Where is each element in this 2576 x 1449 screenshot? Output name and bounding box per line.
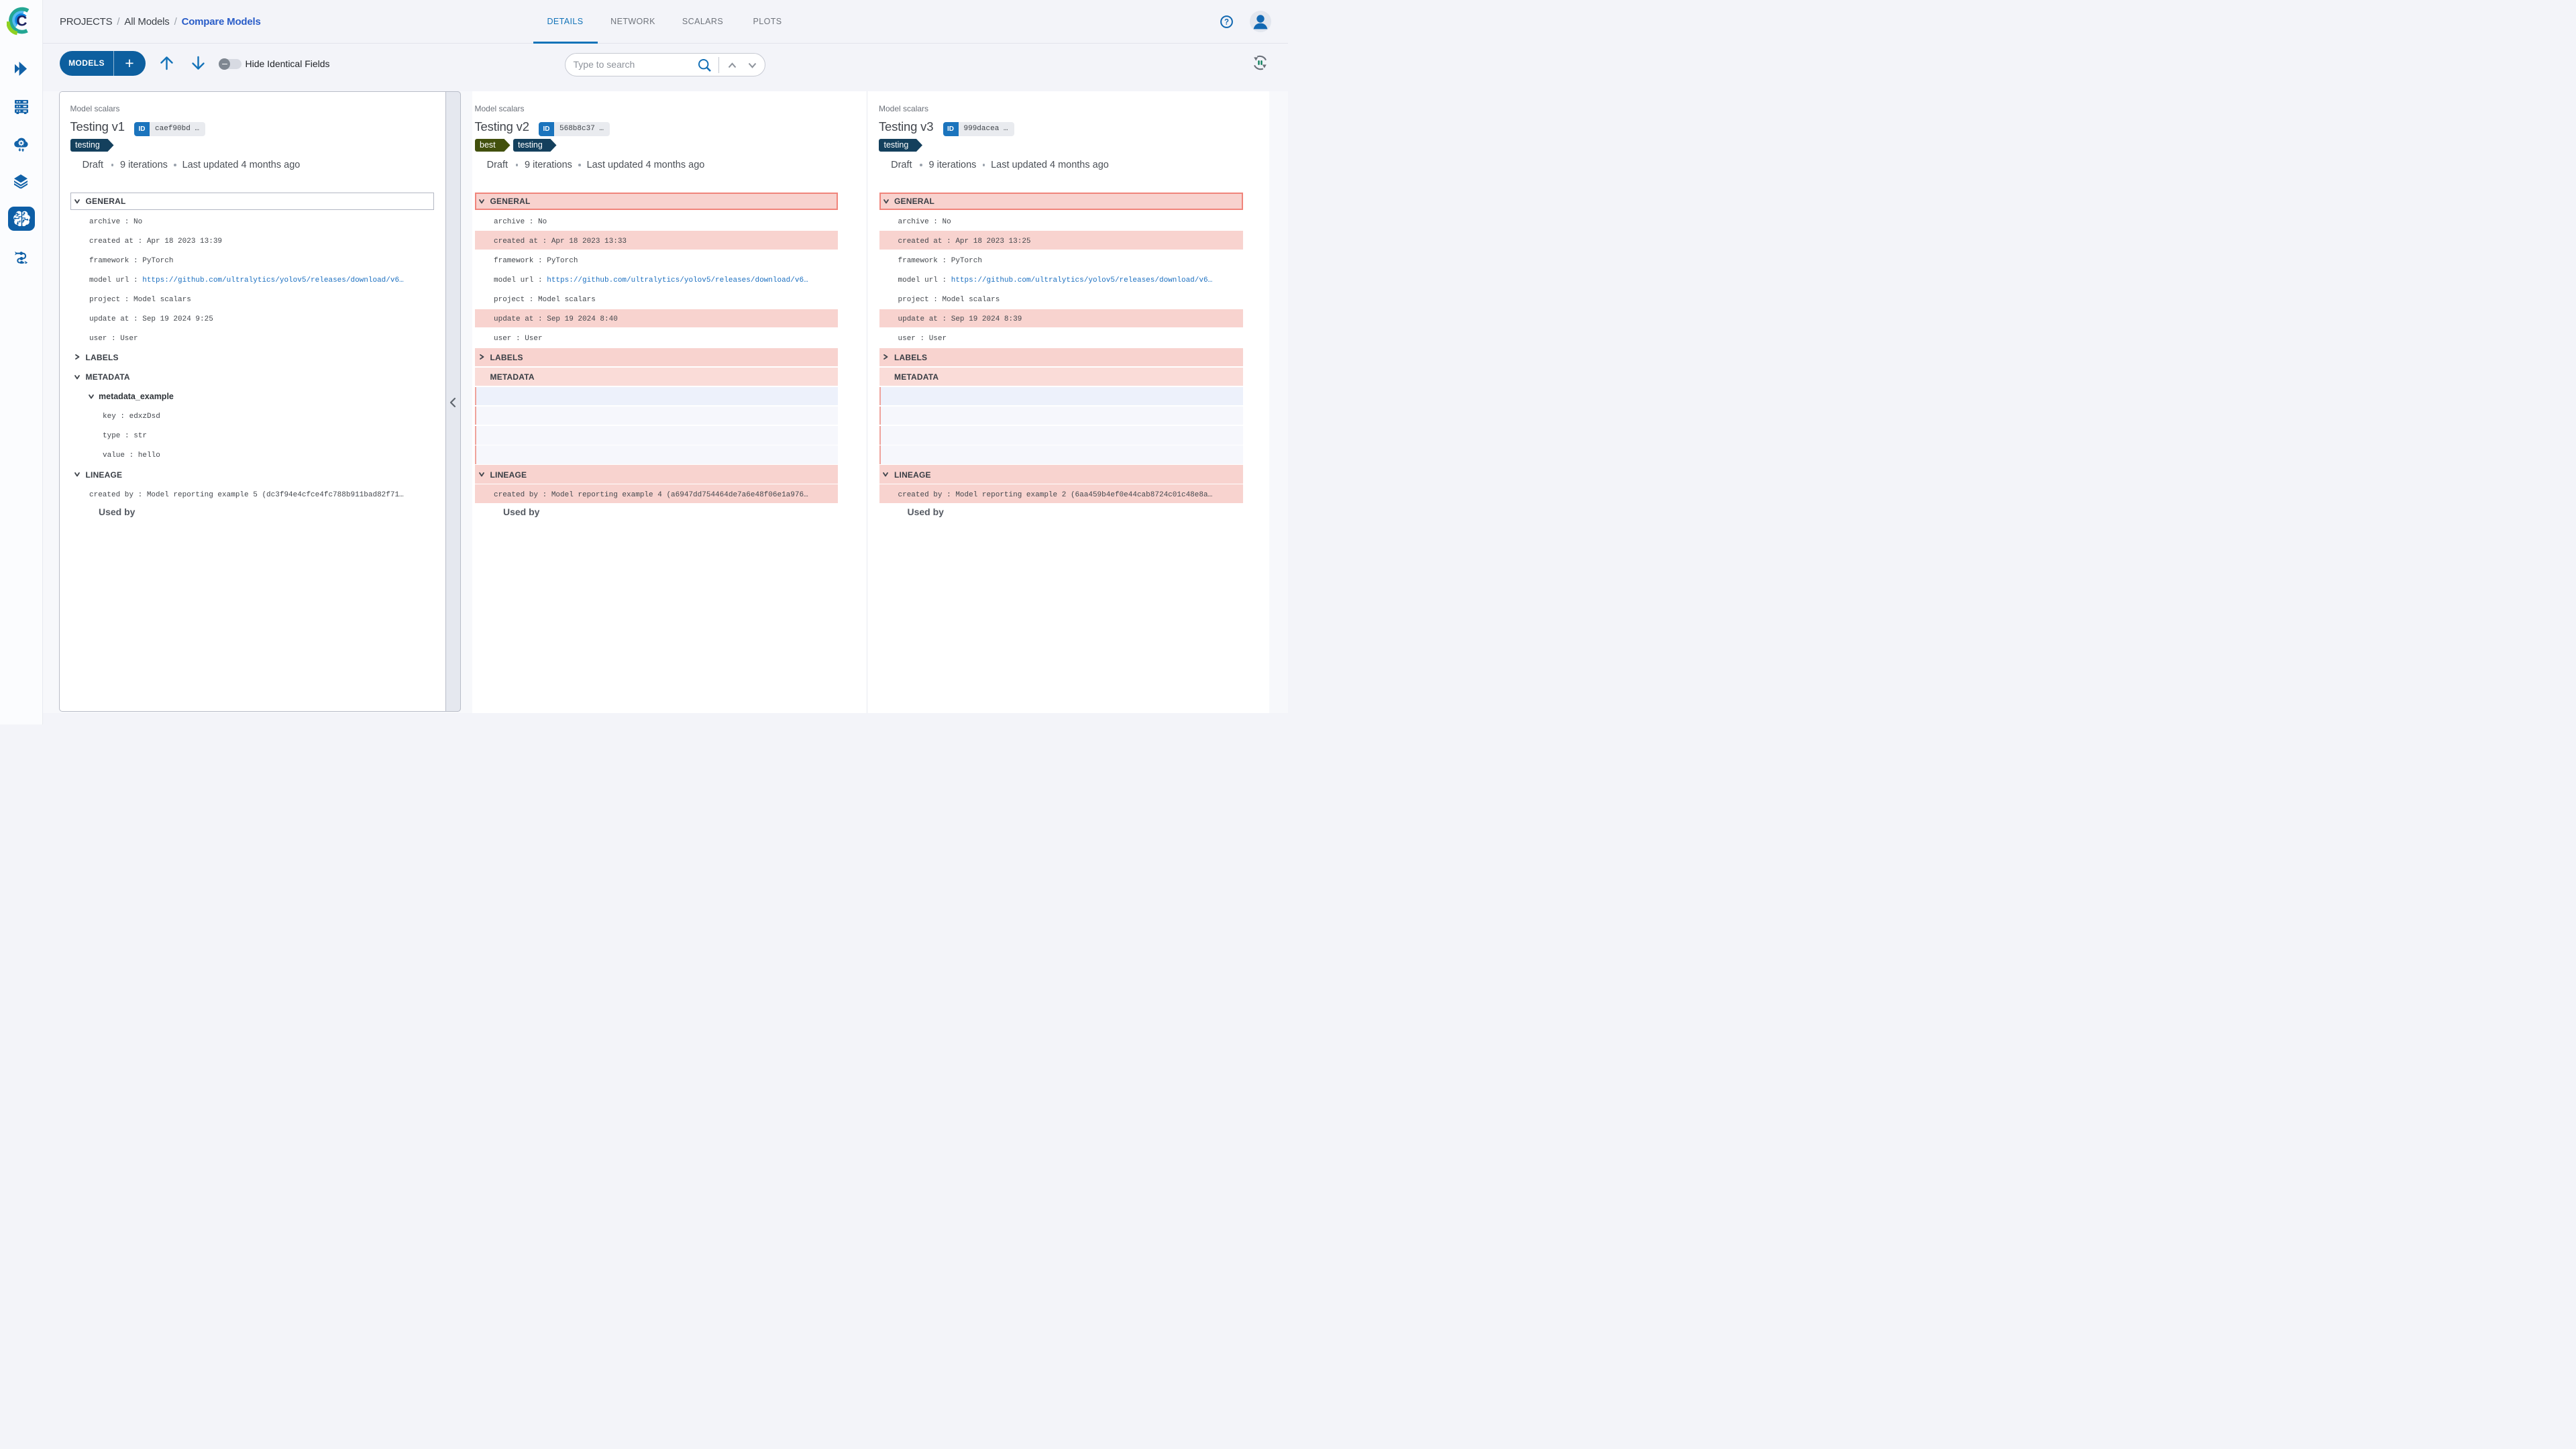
svg-text:C: C <box>16 12 27 29</box>
svg-text:?: ? <box>1224 18 1228 26</box>
